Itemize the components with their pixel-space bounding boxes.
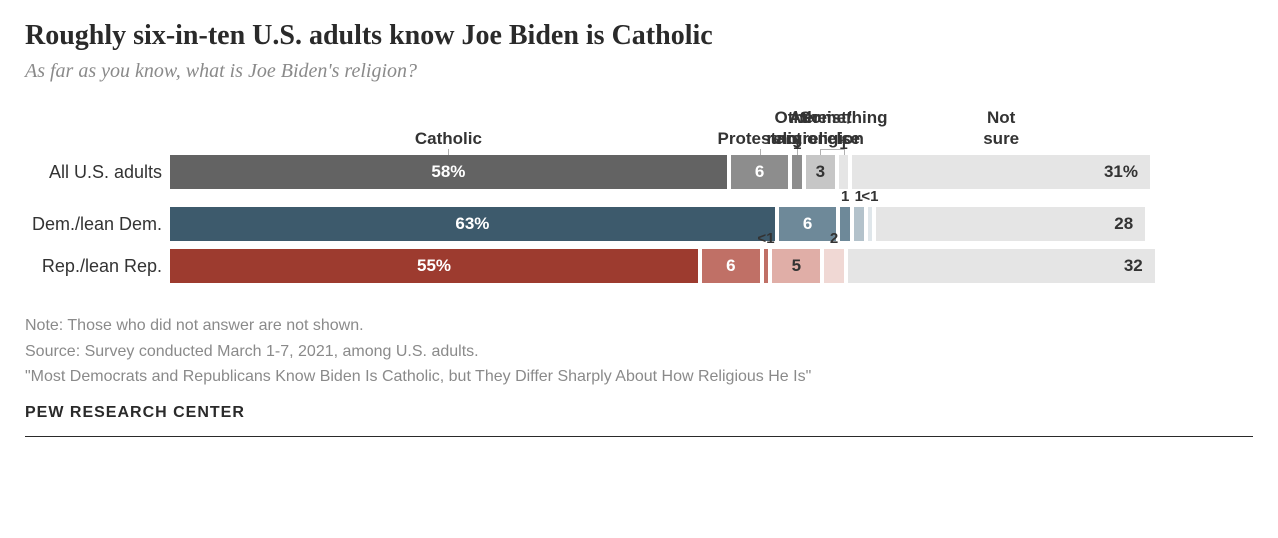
bar-value: 63% — [455, 214, 489, 234]
bar-segment: 58% — [170, 155, 727, 189]
bar-segment: <1 — [764, 249, 769, 283]
bar-value: 1 — [841, 188, 849, 205]
note-line: "Most Democrats and Republicans Know Bid… — [25, 364, 1253, 390]
row-label: All U.S. adults — [25, 162, 170, 183]
brand-footer: PEW RESEARCH CENTER — [25, 404, 1253, 422]
footer-rule — [25, 436, 1253, 437]
data-row: Rep./lean Rep. 55% 6 <1 5 2 32 — [25, 249, 1253, 283]
bar-segment: 63% — [170, 207, 775, 241]
bar-segment: 3 — [806, 155, 835, 189]
bar-value: 6 — [726, 256, 735, 276]
column-header-notsure: Notsure — [983, 108, 1019, 149]
bar-value: 28 — [1114, 214, 1133, 234]
bar-value: 1 — [839, 136, 847, 153]
bar-value: 1 — [793, 136, 801, 153]
bars: 58% 6 131 31% — [170, 155, 1150, 189]
bar-segment: <1 — [868, 207, 873, 241]
note-line: Source: Survey conducted March 1-7, 2021… — [25, 339, 1253, 365]
bar-segment: 5 — [772, 249, 820, 283]
note-line: Note: Those who did not answer are not s… — [25, 313, 1253, 339]
data-row: Dem./lean Dem.63%611<128 — [25, 207, 1253, 241]
bar-segment: 6 — [731, 155, 789, 189]
bar-segment: 1 — [792, 155, 802, 189]
data-row: All U.S. adults 58% 6 131 31% — [25, 155, 1253, 189]
bars: 63%611<128 — [170, 207, 1145, 241]
column-headers: CatholicProtestantOtherreligionAtheist/n… — [25, 105, 1253, 149]
bar-value: 31% — [1104, 162, 1138, 182]
bar-segment: 55% — [170, 249, 698, 283]
bar-value: <1 — [757, 230, 774, 247]
bar-segment: 2 — [824, 249, 843, 283]
bar-value: 58% — [431, 162, 465, 182]
bar-segment: 1 — [840, 207, 850, 241]
bar-value: 32 — [1124, 256, 1143, 276]
column-header-catholic: Catholic — [415, 129, 482, 149]
bar-value: 3 — [816, 162, 825, 182]
chart-area: CatholicProtestantOtherreligionAtheist/n… — [25, 105, 1253, 283]
bar-value: 5 — [792, 256, 801, 276]
bar-value: 6 — [803, 214, 812, 234]
bar-segment: 6 — [702, 249, 760, 283]
chart-subtitle: As far as you know, what is Joe Biden's … — [25, 60, 1253, 83]
bar-segment: 1 — [854, 207, 864, 241]
bar-value: 55% — [417, 256, 451, 276]
bar-value: <1 — [861, 188, 878, 205]
chart-title: Roughly six-in-ten U.S. adults know Joe … — [25, 20, 1253, 52]
bar-value: 6 — [755, 162, 764, 182]
row-label: Dem./lean Dem. — [25, 214, 170, 235]
chart-notes: Note: Those who did not answer are not s… — [25, 313, 1253, 390]
bar-segment: 32 — [848, 249, 1155, 283]
row-label: Rep./lean Rep. — [25, 256, 170, 277]
bar-segment: 1 — [839, 155, 849, 189]
rows-container: All U.S. adults58%613131%Dem./lean Dem.6… — [25, 155, 1253, 283]
bars: 55% 6 <1 5 2 32 — [170, 249, 1155, 283]
bar-segment: 6 — [779, 207, 837, 241]
bar-value: 2 — [830, 230, 838, 247]
bar-segment: 31% — [852, 155, 1150, 189]
bar-segment: 28 — [876, 207, 1145, 241]
